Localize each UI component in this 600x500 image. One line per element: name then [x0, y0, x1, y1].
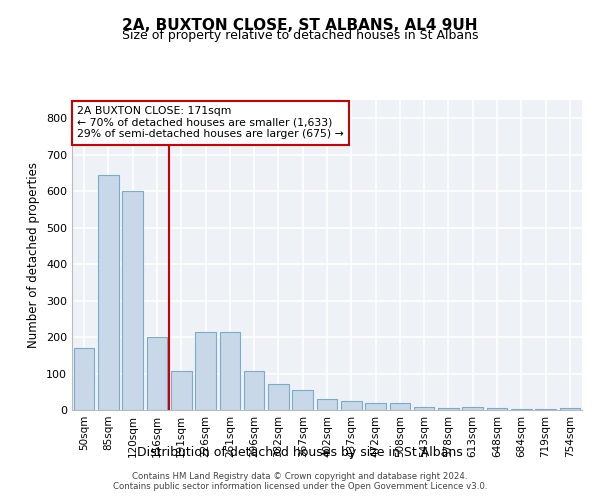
Text: Distribution of detached houses by size in St Albans: Distribution of detached houses by size …	[137, 446, 463, 459]
Bar	[220, 332, 240, 410]
Bar	[487, 408, 508, 410]
Bar	[268, 384, 289, 410]
Bar	[438, 408, 459, 410]
Bar	[560, 408, 580, 410]
Bar	[341, 401, 362, 410]
Text: 2A BUXTON CLOSE: 171sqm
← 70% of detached houses are smaller (1,633)
29% of semi: 2A BUXTON CLOSE: 171sqm ← 70% of detache…	[77, 106, 344, 140]
Bar	[98, 175, 119, 410]
Bar	[389, 402, 410, 410]
Bar	[74, 348, 94, 410]
Text: Contains public sector information licensed under the Open Government Licence v3: Contains public sector information licen…	[113, 482, 487, 491]
Bar	[171, 371, 191, 410]
Bar	[292, 390, 313, 410]
Text: Contains HM Land Registry data © Crown copyright and database right 2024.: Contains HM Land Registry data © Crown c…	[132, 472, 468, 481]
Bar	[146, 337, 167, 410]
Y-axis label: Number of detached properties: Number of detached properties	[28, 162, 40, 348]
Bar	[317, 399, 337, 410]
Text: 2A, BUXTON CLOSE, ST ALBANS, AL4 9UH: 2A, BUXTON CLOSE, ST ALBANS, AL4 9UH	[122, 18, 478, 32]
Bar	[511, 409, 532, 410]
Text: Size of property relative to detached houses in St Albans: Size of property relative to detached ho…	[122, 29, 478, 42]
Bar	[195, 332, 216, 410]
Bar	[244, 371, 265, 410]
Bar	[463, 406, 483, 410]
Bar	[365, 402, 386, 410]
Bar	[122, 191, 143, 410]
Bar	[414, 406, 434, 410]
